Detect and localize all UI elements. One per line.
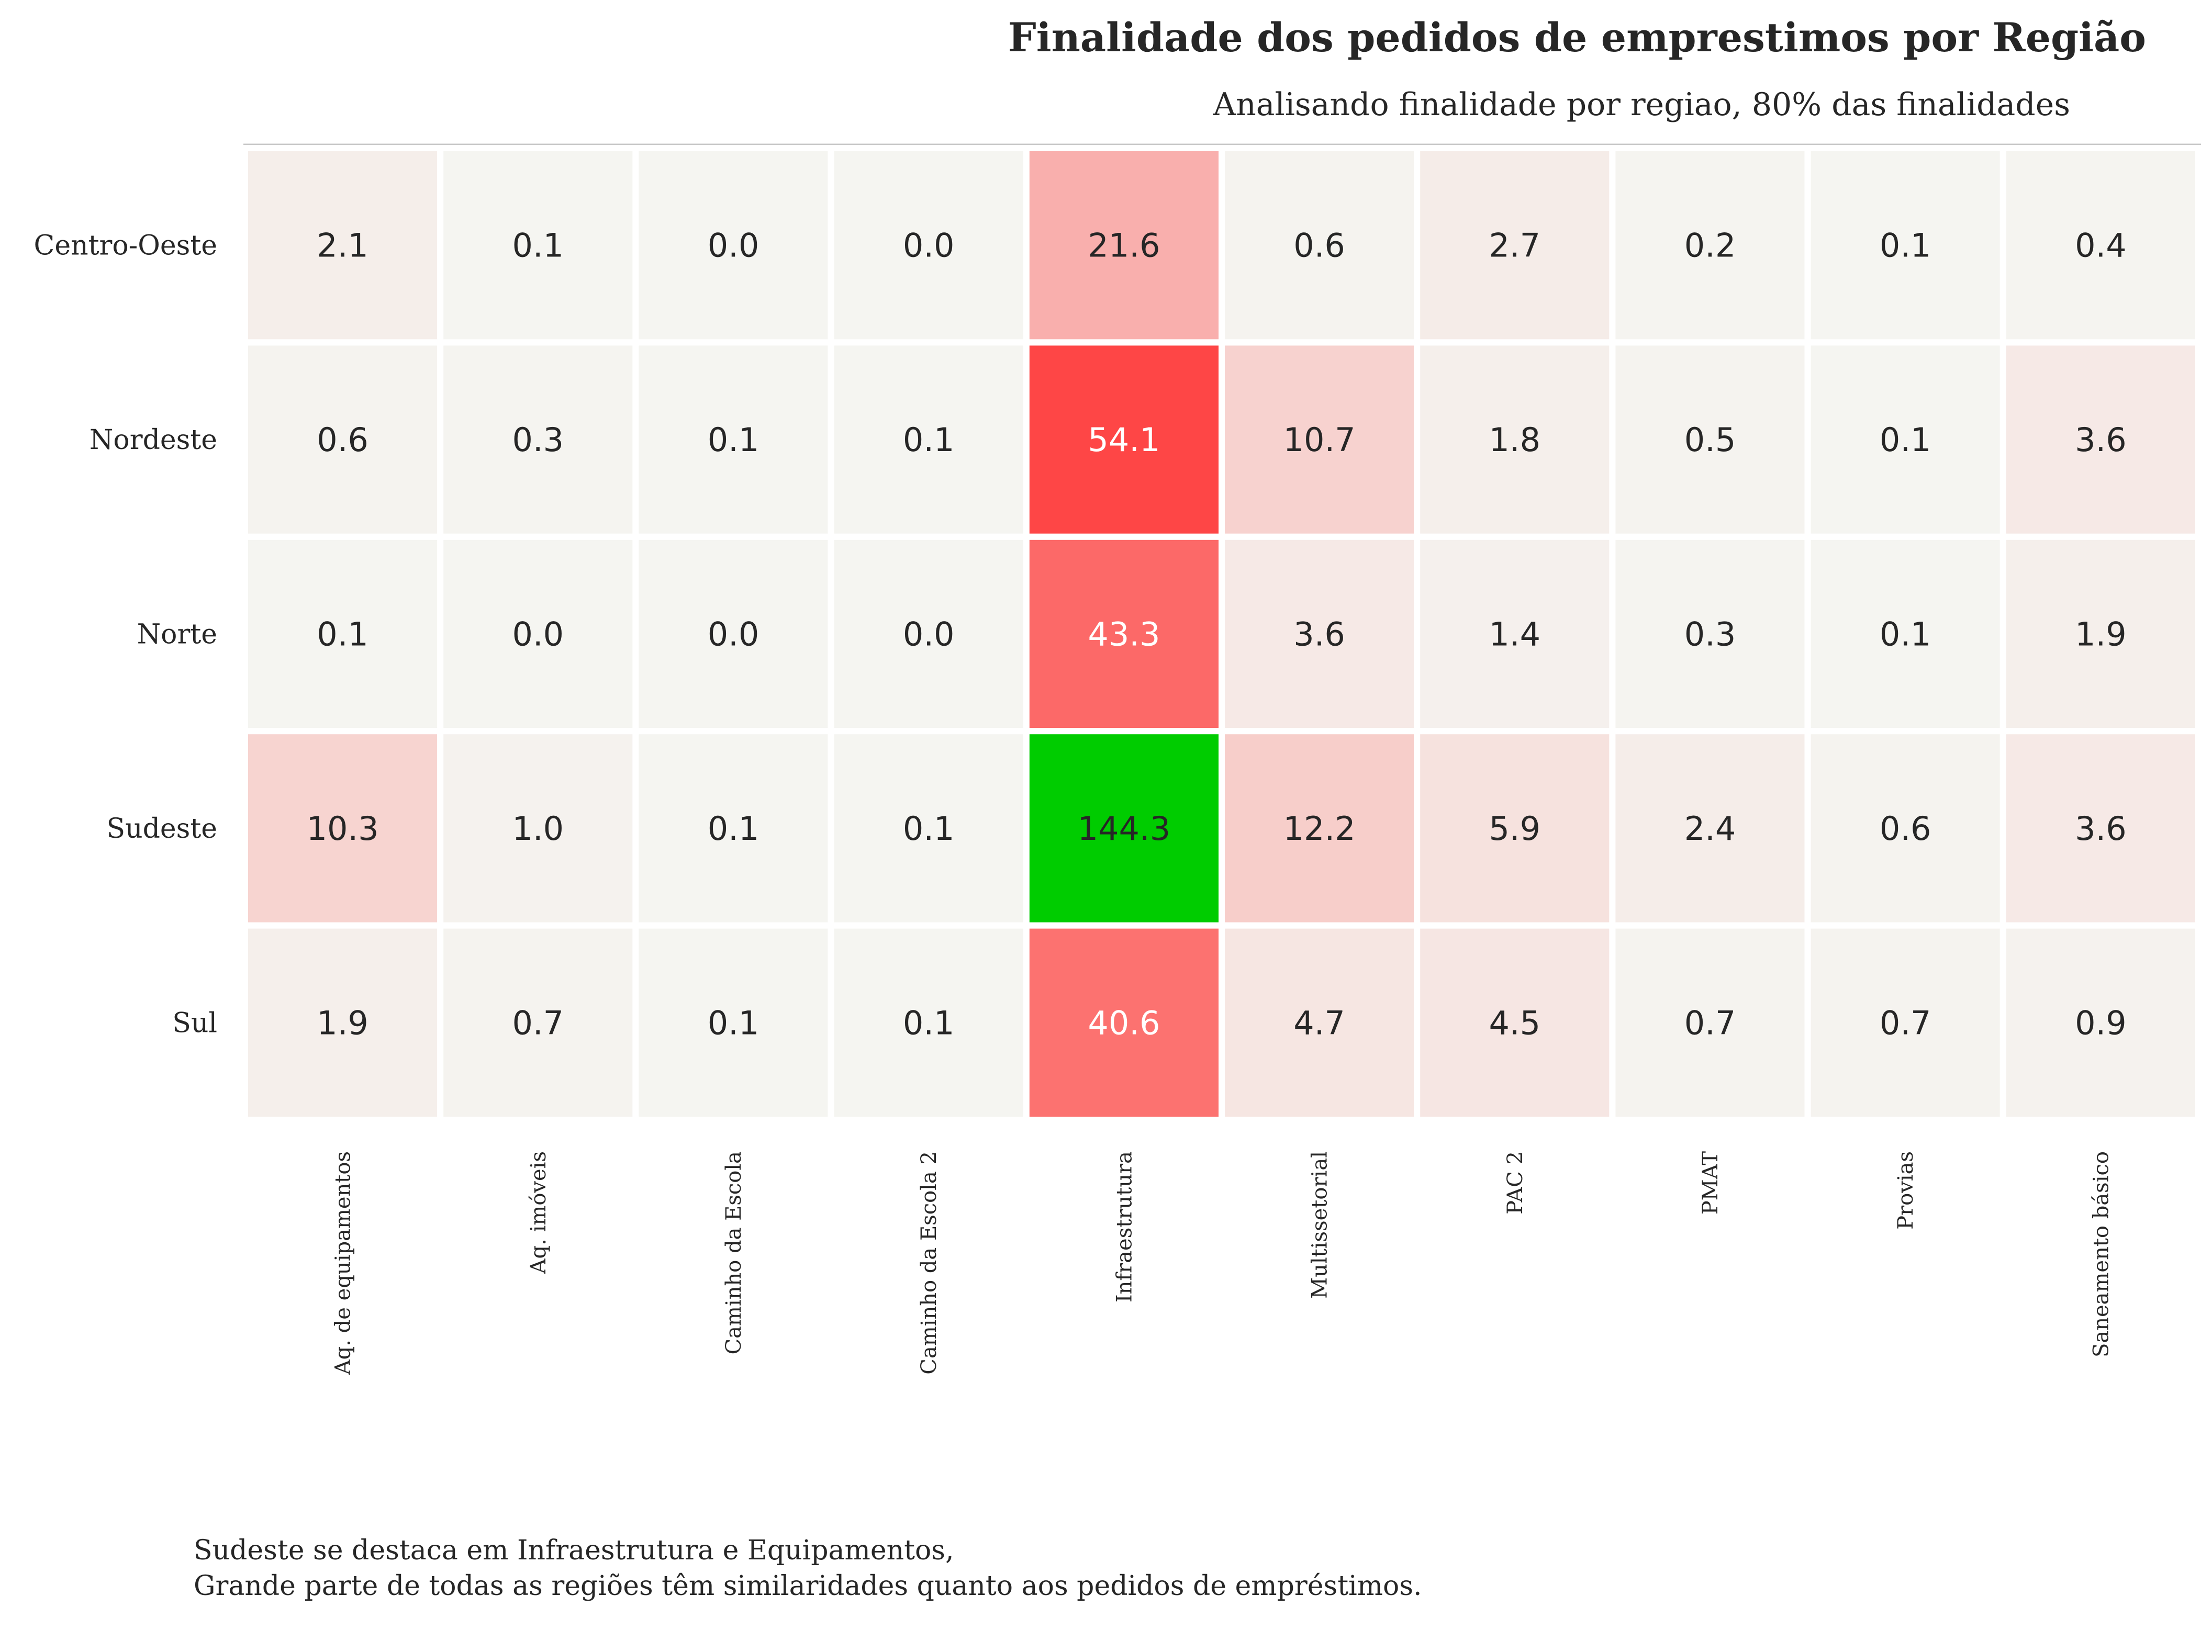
heatmap-cell-nordeste-provias <box>1804 339 2006 540</box>
cell-value-label: 0.1 <box>903 1004 955 1042</box>
heatmap-cell-nordeste-aq-de-equipamentos <box>242 339 444 540</box>
column-label-aq-imoveis: Aq. imóveis <box>527 1151 551 1274</box>
cell-value-label: 0.9 <box>2075 1004 2127 1042</box>
cell-value-label: 0.1 <box>512 227 564 265</box>
cell-value-label: 2.1 <box>317 227 368 265</box>
cell-value-label: 0.0 <box>903 615 955 654</box>
cell-value-label: 0.0 <box>708 615 759 654</box>
cell-value-label: 0.1 <box>1880 421 1931 459</box>
cell-value-label: 2.7 <box>1489 227 1540 265</box>
row-label-nordeste: Nordeste <box>90 424 217 456</box>
heatmap-cell-norte-caminho-da-escola-2 <box>828 533 1030 735</box>
heatmap-cell-norte-pmat <box>1609 533 1811 735</box>
cell-value-label: 0.1 <box>708 1004 759 1042</box>
heatmap-cell-norte-saneamento-basico <box>1999 533 2202 735</box>
heatmap-cell-sul-pmat <box>1609 922 1811 1123</box>
cell-value-label: 2.4 <box>1684 810 1736 848</box>
cell-value-label: 0.6 <box>1293 227 1345 265</box>
heatmap-cell-nordeste-pmat <box>1609 339 1811 540</box>
cell-value-label: 5.9 <box>1489 810 1540 848</box>
column-labels: Aq. de equipamentos Aq. imóveis Caminho da… <box>331 1151 2114 1376</box>
heatmap-cell-sul-pac-2 <box>1414 922 1616 1123</box>
column-label-multissetorial: Multissetorial <box>1308 1151 1332 1299</box>
heatmap-cell-sudeste-pmat <box>1609 728 1811 929</box>
chart-subtitle: Analisando finalidade por regiao, 80% da… <box>1213 86 2070 123</box>
cell-value-label: 0.4 <box>2075 227 2127 265</box>
chart-title: Finalidade dos pedidos de emprestimos po… <box>1008 14 2146 61</box>
row-label-centro-oeste: Centro-Oeste <box>34 230 217 262</box>
heatmap-cell-centro-oeste-saneamento-basico <box>1999 145 2202 346</box>
row-labels: Centro-Oeste Nordeste Norte Sudeste Sul <box>34 230 217 1039</box>
cell-value-label: 0.1 <box>903 421 955 459</box>
cell-value-label: 0.5 <box>1684 421 1736 459</box>
cell-value-label: 1.9 <box>317 1004 368 1042</box>
heatmap-cell-nordeste-caminho-da-escola-2 <box>828 339 1030 540</box>
cell-value-label: 0.0 <box>708 227 759 265</box>
cell-value-label: 0.7 <box>512 1004 564 1042</box>
cell-value-label: 0.0 <box>903 227 955 265</box>
cell-value-label: 40.6 <box>1088 1004 1160 1042</box>
cell-value-label: 12.2 <box>1283 810 1356 848</box>
cell-value-label: 0.1 <box>903 810 955 848</box>
cell-value-label: 0.1 <box>708 421 759 459</box>
row-label-sudeste: Sudeste <box>106 813 217 845</box>
column-label-aq-de-equipamentos: Aq. de equipamentos <box>331 1151 355 1375</box>
cell-value-label: 10.7 <box>1283 421 1356 459</box>
heatmap-cell-sudeste-pac-2 <box>1414 728 1616 929</box>
cell-value-label: 0.1 <box>1880 227 1931 265</box>
cell-value-label: 3.6 <box>2075 421 2127 459</box>
cell-value-label: 10.3 <box>307 810 379 848</box>
column-label-caminho-da-escola-2: Caminho da Escola 2 <box>917 1151 941 1375</box>
heatmap-cell-sudeste-caminho-da-escola-2 <box>828 728 1030 929</box>
cell-value-label: 4.7 <box>1293 1004 1345 1042</box>
heatmap-cell-sul-provias <box>1804 922 2006 1123</box>
cell-value-label: 0.1 <box>317 615 368 654</box>
cell-value-label: 4.5 <box>1489 1004 1540 1042</box>
cell-value-label: 0.3 <box>512 421 564 459</box>
cell-value-label: 1.8 <box>1489 421 1540 459</box>
column-label-pac-2: PAC 2 <box>1503 1151 1527 1215</box>
column-label-infraestrutura: Infraestrutura <box>1112 1151 1136 1302</box>
cell-value-label: 1.0 <box>512 810 564 848</box>
heatmap-cell-norte-multissetorial <box>1219 533 1421 735</box>
column-label-pmat: PMAT <box>1699 1151 1723 1215</box>
footnote-line-2: Grande parte de todas as regiões têm sim… <box>194 1570 1422 1602</box>
cell-value-label: 0.1 <box>708 810 759 848</box>
heatmap-cell-sudeste-multissetorial <box>1219 728 1421 929</box>
cell-value-label: 0.7 <box>1684 1004 1736 1042</box>
heatmap-cell-centro-oeste-aq-imoveis <box>437 145 639 346</box>
cell-value-label: 1.4 <box>1489 615 1540 654</box>
cell-value-label: 0.2 <box>1684 227 1736 265</box>
row-label-norte: Norte <box>137 619 217 650</box>
cell-value-label: 3.6 <box>2075 810 2127 848</box>
cell-value-label: 144.3 <box>1078 810 1171 848</box>
cell-value-label: 0.6 <box>1880 810 1931 848</box>
heatmap-cell-sudeste-aq-imoveis <box>437 728 639 929</box>
cell-value-label: 0.7 <box>1880 1004 1931 1042</box>
cell-value-label: 0.6 <box>317 421 368 459</box>
heatmap-cell-norte-provias <box>1804 533 2006 735</box>
cell-value-label: 3.6 <box>1293 615 1345 654</box>
row-label-sul: Sul <box>172 1007 217 1039</box>
footnote-line-1: Sudeste se destaca em Infraestrutura e E… <box>194 1535 954 1566</box>
cell-value-label: 0.3 <box>1684 615 1736 654</box>
column-label-provias: Provias <box>1894 1151 1918 1230</box>
cell-value-label: 21.6 <box>1088 227 1160 265</box>
cell-value-label: 0.1 <box>1880 615 1931 654</box>
heatmap-cell-nordeste-infraestrutura <box>1023 339 1225 540</box>
column-label-caminho-da-escola: Caminho da Escola <box>722 1151 746 1355</box>
cell-value-label: 1.9 <box>2075 615 2127 654</box>
heatmap-cell-nordeste-caminho-da-escola <box>632 339 834 540</box>
heatmap-cell-sul-saneamento-basico <box>1999 922 2202 1123</box>
heatmap-cells: 2.1 0.1 0.0 0.0 21.6 0.6 2.7 0.2 0.1 0.4 0.6 0.3 0.1… <box>242 145 2202 1123</box>
cell-value-label: 0.0 <box>512 615 564 654</box>
column-label-saneamento-basico: Saneamento básico <box>2089 1151 2113 1357</box>
heatmap-cell-norte-pac-2 <box>1414 533 1616 735</box>
cell-value-label: 54.1 <box>1088 421 1160 459</box>
cell-value-label: 43.3 <box>1088 615 1160 654</box>
heatmap-cell-centro-oeste-provias <box>1804 145 2006 346</box>
